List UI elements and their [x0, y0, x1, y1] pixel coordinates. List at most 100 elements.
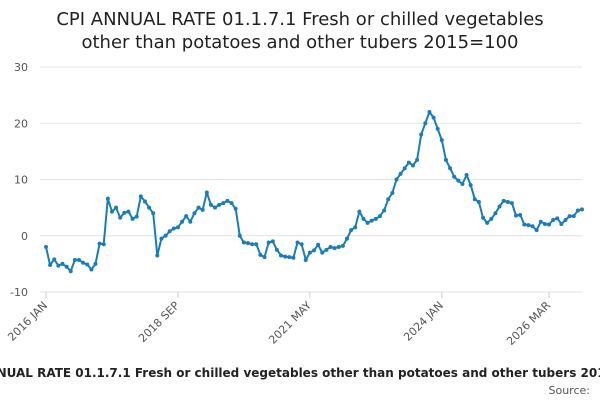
data-point[interactable]	[246, 241, 251, 246]
data-point[interactable]	[435, 126, 440, 131]
data-point[interactable]	[217, 202, 222, 207]
data-point[interactable]	[394, 177, 399, 182]
data-point[interactable]	[303, 257, 308, 262]
data-point[interactable]	[52, 257, 57, 262]
data-point[interactable]	[48, 263, 53, 267]
data-point[interactable]	[563, 218, 568, 222]
data-point[interactable]	[316, 242, 321, 247]
data-point[interactable]	[538, 219, 543, 224]
data-point[interactable]	[89, 267, 94, 272]
data-point[interactable]	[258, 252, 263, 257]
data-point[interactable]	[328, 245, 333, 249]
data-point[interactable]	[64, 264, 69, 269]
data-point[interactable]	[44, 245, 48, 249]
data-point[interactable]	[476, 200, 481, 204]
data-point[interactable]	[551, 218, 556, 222]
data-point[interactable]	[93, 261, 98, 266]
data-point[interactable]	[493, 211, 498, 216]
data-point[interactable]	[147, 205, 152, 210]
data-point[interactable]	[559, 221, 564, 226]
data-point[interactable]	[76, 257, 81, 262]
data-point[interactable]	[514, 213, 519, 218]
data-point[interactable]	[439, 138, 444, 143]
data-point[interactable]	[262, 255, 267, 260]
data-point[interactable]	[415, 157, 420, 162]
data-point[interactable]	[155, 253, 160, 258]
data-point[interactable]	[431, 115, 436, 120]
data-point[interactable]	[204, 190, 209, 195]
data-point[interactable]	[518, 212, 523, 217]
data-point[interactable]	[357, 209, 362, 214]
data-point[interactable]	[159, 236, 164, 241]
data-point[interactable]	[184, 214, 189, 219]
data-point[interactable]	[229, 201, 234, 206]
data-point[interactable]	[85, 262, 90, 267]
data-point[interactable]	[299, 242, 304, 247]
data-point[interactable]	[221, 201, 226, 206]
data-point[interactable]	[130, 216, 135, 221]
data-point[interactable]	[72, 257, 77, 262]
data-point[interactable]	[373, 216, 378, 221]
data-point[interactable]	[126, 209, 131, 214]
data-point[interactable]	[274, 247, 279, 252]
data-point[interactable]	[472, 197, 477, 202]
data-point[interactable]	[171, 226, 176, 231]
data-point[interactable]	[324, 247, 329, 252]
data-point[interactable]	[567, 214, 572, 219]
data-point[interactable]	[530, 224, 535, 229]
data-point[interactable]	[501, 198, 506, 203]
data-point[interactable]	[423, 121, 428, 126]
data-point[interactable]	[481, 215, 486, 220]
data-point[interactable]	[542, 221, 547, 226]
data-point[interactable]	[138, 194, 143, 199]
data-point[interactable]	[402, 166, 407, 171]
data-point[interactable]	[105, 196, 110, 201]
data-point[interactable]	[97, 241, 102, 246]
data-point[interactable]	[390, 191, 395, 195]
data-point[interactable]	[254, 242, 259, 247]
data-point[interactable]	[101, 242, 106, 247]
data-point[interactable]	[427, 110, 432, 114]
data-point[interactable]	[361, 216, 366, 221]
data-point[interactable]	[134, 214, 139, 219]
data-point[interactable]	[320, 250, 325, 255]
data-point[interactable]	[448, 166, 453, 171]
data-point[interactable]	[81, 260, 86, 265]
data-point[interactable]	[109, 209, 114, 214]
data-point[interactable]	[163, 233, 168, 238]
data-point[interactable]	[336, 245, 341, 249]
data-point[interactable]	[410, 163, 415, 168]
data-point[interactable]	[443, 157, 448, 162]
data-point[interactable]	[353, 225, 358, 230]
data-point[interactable]	[497, 204, 502, 209]
data-point[interactable]	[208, 202, 213, 207]
data-point[interactable]	[349, 228, 354, 233]
data-point[interactable]	[250, 242, 255, 247]
data-point[interactable]	[118, 215, 123, 220]
data-point[interactable]	[225, 198, 230, 203]
data-point[interactable]	[522, 222, 527, 227]
data-point[interactable]	[575, 208, 580, 213]
data-point[interactable]	[180, 219, 185, 224]
data-point[interactable]	[369, 218, 374, 223]
data-point[interactable]	[122, 210, 127, 215]
data-point[interactable]	[344, 236, 349, 241]
data-point[interactable]	[307, 250, 312, 255]
data-point[interactable]	[175, 225, 180, 230]
data-point[interactable]	[464, 173, 469, 177]
data-point[interactable]	[200, 207, 205, 212]
data-point[interactable]	[386, 197, 391, 202]
data-point[interactable]	[114, 205, 119, 210]
data-point[interactable]	[279, 253, 284, 258]
data-point[interactable]	[456, 178, 461, 183]
data-point[interactable]	[489, 216, 494, 221]
data-point[interactable]	[68, 269, 73, 274]
data-point[interactable]	[312, 248, 316, 253]
legend-label[interactable]: CPI ANNUAL RATE 01.1.7.1 Fresh or chille…	[0, 366, 600, 380]
data-point[interactable]	[505, 200, 510, 204]
data-point[interactable]	[266, 240, 271, 245]
data-point[interactable]	[56, 263, 61, 268]
data-point[interactable]	[555, 216, 560, 221]
data-point[interactable]	[287, 255, 292, 260]
data-point[interactable]	[60, 261, 65, 266]
